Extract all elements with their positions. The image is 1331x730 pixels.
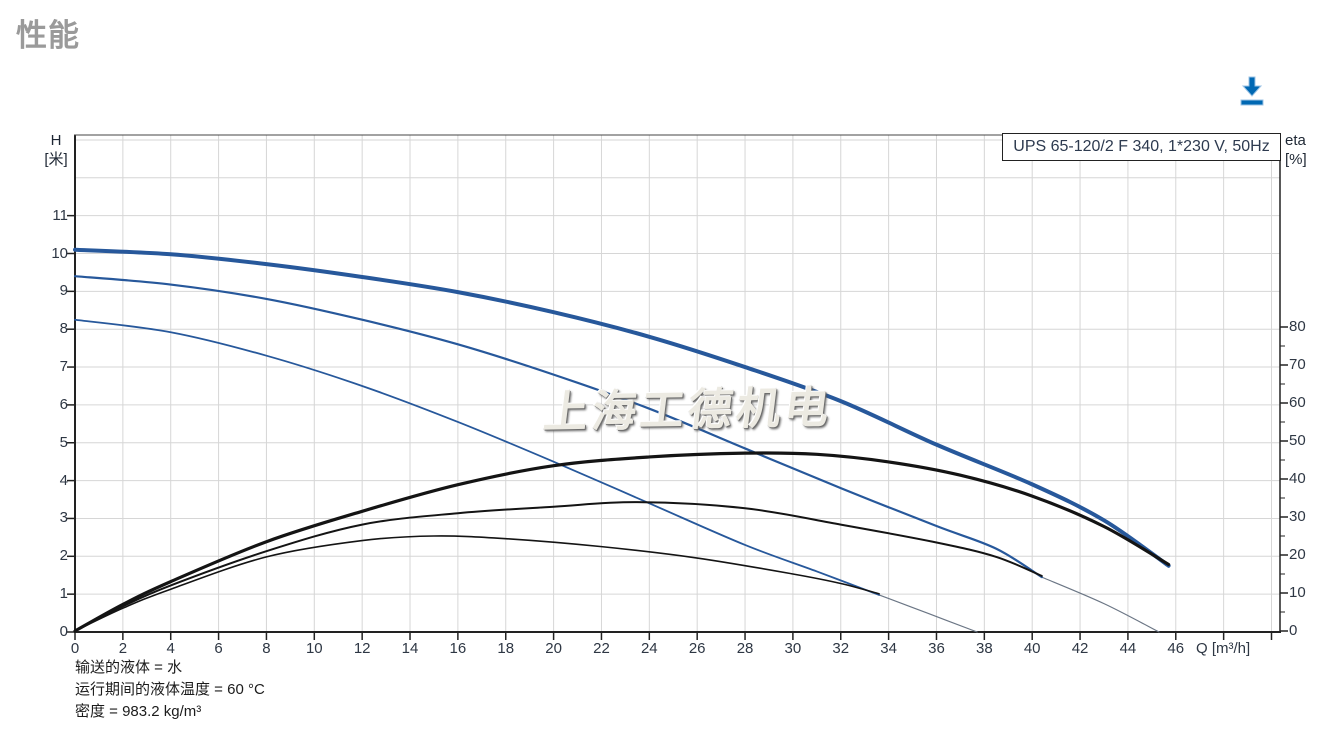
x-tick-label: 0 <box>70 640 80 657</box>
y-tick-label: 0 <box>59 623 68 640</box>
eta-tick-label: 40 <box>1289 470 1306 487</box>
x-tick-label: 26 <box>688 640 706 657</box>
y-tick-label: 2 <box>59 547 68 565</box>
x-tick-label: 6 <box>214 640 223 657</box>
head-curve-mid-speed <box>73 275 1043 579</box>
x-tick-label: 32 <box>832 640 850 657</box>
head-curve-min-extension <box>878 594 978 633</box>
footnote-liquid: 输送的液体 = 水 <box>75 659 183 676</box>
footnote-temperature: 运行期间的液体温度 = 60 °C <box>75 681 265 698</box>
eta-tick-label: 10 <box>1289 584 1306 601</box>
eta-tick-label: 60 <box>1289 394 1306 411</box>
y-tick-label: 11 <box>52 206 68 224</box>
eta-tick-label: 70 <box>1289 356 1306 373</box>
x-tick-label: 14 <box>401 640 419 657</box>
y-tick-label: 4 <box>59 471 68 489</box>
x-tick-label: 46 <box>1167 640 1185 657</box>
eta-curve-max-speed <box>73 451 1171 633</box>
eta-tick-label: 20 <box>1289 546 1306 563</box>
x-tick-label: 28 <box>736 640 754 657</box>
download-button[interactable] <box>1234 74 1270 110</box>
x-tick-label: 16 <box>449 640 467 657</box>
y-tick-label: 6 <box>59 395 68 413</box>
x-tick-label: 12 <box>353 640 371 657</box>
x-tick-label: 34 <box>880 640 897 657</box>
x-tick-label: 44 <box>1119 640 1137 657</box>
eta-curve-mid-speed <box>74 501 1043 632</box>
x-tick-label: 42 <box>1071 640 1089 657</box>
y-tick-label: 7 <box>59 358 68 376</box>
x-tick-label: 36 <box>928 640 945 657</box>
right-axis-title: eta [%] <box>1285 132 1307 168</box>
x-tick-label: 4 <box>166 640 175 657</box>
x-tick-label: 22 <box>593 640 610 657</box>
download-icon <box>1240 76 1264 106</box>
x-tick-label: 30 <box>784 640 802 657</box>
y-tick-label: 5 <box>59 433 68 451</box>
x-tick-label: 38 <box>975 640 993 657</box>
x-tick-label: 10 <box>305 640 323 657</box>
head-curve-max-speed <box>73 247 1171 568</box>
left-axis-title: H [米] <box>44 132 68 168</box>
x-tick-label: 40 <box>1023 640 1041 657</box>
footnote-density: 密度 = 983.2 kg/m³ <box>75 703 202 720</box>
head-curve-min-speed <box>74 318 880 596</box>
pump-model-label: UPS 65-120/2 F 340, 1*230 V, 50Hz <box>1002 133 1281 161</box>
y-tick-label: 9 <box>59 282 68 300</box>
eta-tick-label: 30 <box>1289 508 1306 525</box>
chart-footnotes: 输送的液体 = 水 运行期间的液体温度 = 60 °C 密度 = 983.2 k… <box>75 657 265 723</box>
y-tick-label: 8 <box>59 320 68 338</box>
x-tick-label: 18 <box>497 640 515 657</box>
watermark-text: 上海工德机电 <box>541 383 836 438</box>
x-tick-label: 24 <box>640 640 658 657</box>
eta-tick-label: 50 <box>1289 432 1306 449</box>
eta-tick-label: 0 <box>1289 622 1298 639</box>
x-tick-label: 8 <box>262 640 271 657</box>
x-tick-label: 20 <box>545 640 562 657</box>
page-title: 性能 <box>16 18 80 53</box>
y-tick-label: 3 <box>59 509 68 527</box>
eta-tick-label: 80 <box>1289 318 1306 335</box>
y-tick-label: 1 <box>59 585 68 603</box>
x-tick-label: 2 <box>118 640 128 657</box>
y-tick-label: 10 <box>51 244 68 262</box>
eta-curve-min-speed <box>74 535 880 632</box>
head-curve-mid-extension <box>1041 576 1160 633</box>
x-axis-unit-label: Q [m³/h] <box>1196 640 1251 657</box>
